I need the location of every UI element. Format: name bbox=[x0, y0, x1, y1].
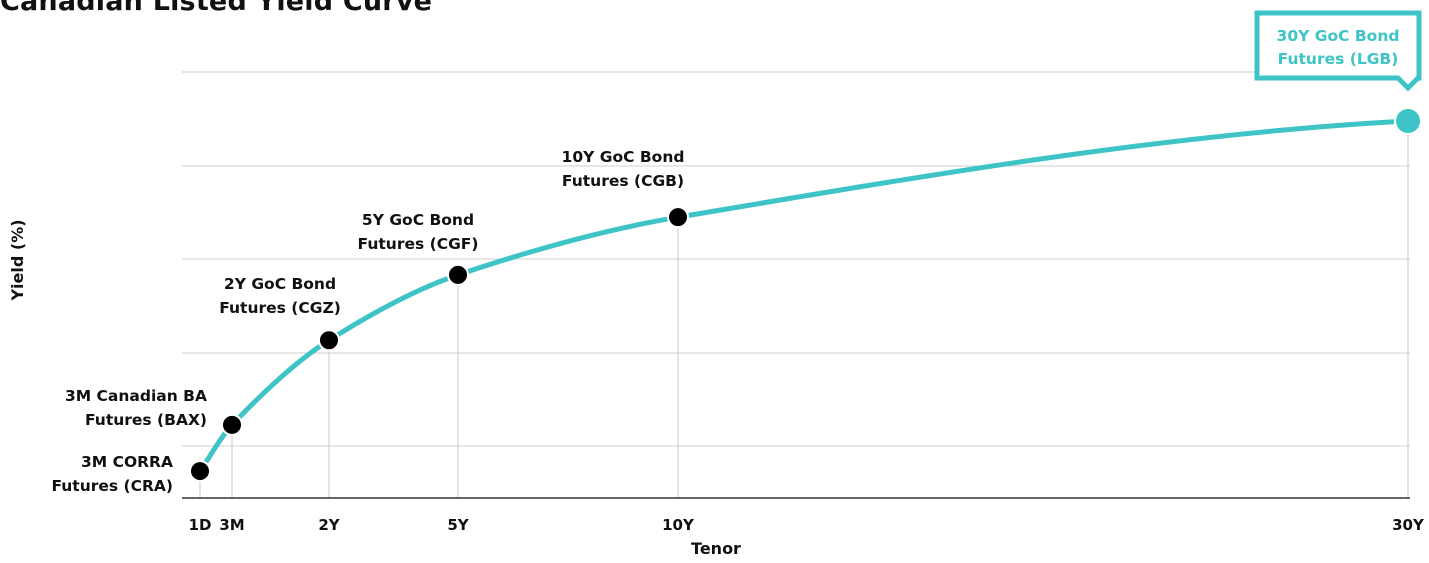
x-tick-label: 30Y bbox=[1392, 516, 1425, 534]
point-label-3m: 3M Canadian BA bbox=[65, 387, 207, 405]
callout-label-30y: 30Y GoC Bond bbox=[1277, 27, 1400, 45]
x-tick-label: 5Y bbox=[447, 516, 469, 534]
point-label-5y: 5Y GoC Bond bbox=[362, 211, 474, 229]
data-point-30y bbox=[1394, 107, 1422, 135]
point-label-1d: 3M CORRA bbox=[81, 453, 173, 471]
data-point-5y bbox=[447, 263, 469, 286]
data-points bbox=[189, 107, 1422, 483]
highlight-callout: 30Y GoC Bond Futures (LGB) bbox=[1254, 10, 1422, 92]
callout-label-30y: Futures (LGB) bbox=[1278, 50, 1399, 68]
point-label-10y: Futures (CGB) bbox=[562, 172, 684, 190]
point-label-2y: Futures (CGZ) bbox=[219, 299, 341, 317]
point-label-10y: 10Y GoC Bond bbox=[562, 148, 685, 166]
point-labels: 3M CORRA Futures (CRA) 3M Canadian BA Futur… bbox=[51, 148, 684, 495]
point-label-3m: Futures (BAX) bbox=[85, 411, 207, 429]
yield-curve-line bbox=[197, 118, 1411, 474]
point-label-2y: 2Y GoC Bond bbox=[224, 275, 336, 293]
x-tick-label: 1D bbox=[189, 516, 212, 534]
y-axis-label: Yield (%) bbox=[8, 219, 27, 301]
x-tick-label: 2Y bbox=[318, 516, 340, 534]
callout-box bbox=[1254, 10, 1422, 92]
data-point-2y bbox=[318, 329, 340, 352]
data-point-10y bbox=[667, 206, 689, 229]
data-point-1d bbox=[189, 460, 211, 483]
x-axis-label: Tenor bbox=[691, 539, 741, 558]
drop-lines bbox=[199, 121, 1409, 498]
chart-title: Canadian Listed Yield Curve bbox=[0, 0, 433, 17]
x-tick-label: 10Y bbox=[662, 516, 695, 534]
point-label-5y: Futures (CGF) bbox=[358, 235, 479, 253]
point-label-1d: Futures (CRA) bbox=[51, 477, 173, 495]
data-point-3m bbox=[221, 413, 243, 436]
x-tick-label: 3M bbox=[219, 516, 244, 534]
gridlines bbox=[182, 71, 1410, 447]
x-tick-labels: 1D 3M 2Y 5Y 10Y 30Y bbox=[189, 516, 1425, 534]
